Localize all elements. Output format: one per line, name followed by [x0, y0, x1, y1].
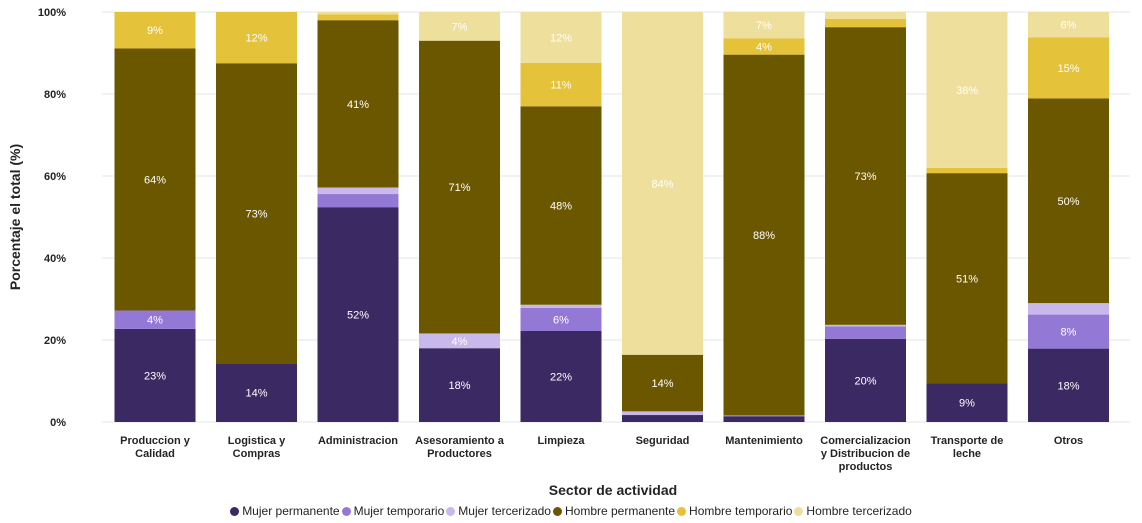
x-axis-title: Sector de actividad	[549, 482, 677, 498]
data-label: 71%	[448, 182, 470, 194]
legend-swatch-icon	[677, 507, 686, 516]
data-label: 48%	[550, 201, 572, 213]
bar-segment	[318, 12, 399, 14]
y-tick-label: 40%	[44, 253, 66, 265]
data-label: 9%	[959, 398, 975, 410]
legend: Mujer permanente Mujer temporario Mujer te…	[0, 504, 1142, 519]
legend-swatch-icon	[230, 507, 239, 516]
data-label: 51%	[956, 273, 978, 285]
bar-segment	[724, 415, 805, 416]
x-axis-ticks: Produccion y Calidad Logistica y Compras Adm…	[120, 435, 1083, 473]
data-label: 12%	[550, 32, 572, 44]
data-label: 52%	[347, 310, 369, 322]
y-tick-label: 100%	[38, 7, 66, 19]
legend-swatch-icon	[446, 507, 455, 516]
x-tick-label: Asesoramiento a Productores	[415, 435, 505, 460]
bar-segment	[318, 194, 399, 207]
x-tick-label: Transporte de leche	[931, 435, 1004, 460]
x-tick-label: Otros	[1054, 435, 1083, 447]
bar-segment	[825, 19, 906, 27]
legend-item[interactable]: Hombre temporario	[677, 504, 792, 518]
x-tick-label: Seguridad	[636, 435, 690, 447]
data-label: 4%	[147, 315, 163, 327]
y-tick-label: 0%	[50, 417, 66, 429]
x-tick-label: Administracion	[318, 435, 398, 447]
bar-segment	[1028, 303, 1109, 314]
data-label: 11%	[550, 80, 571, 92]
bar-segment	[622, 411, 703, 415]
bar-segment	[825, 325, 906, 327]
data-label: 73%	[854, 171, 876, 183]
data-label: 15%	[1057, 63, 1079, 75]
bar-segment	[724, 416, 805, 422]
bar-segment	[622, 415, 703, 422]
data-label: 88%	[753, 230, 775, 242]
legend-swatch-icon	[342, 507, 351, 516]
data-label: 6%	[553, 315, 569, 327]
legend-label: Mujer permanente	[242, 504, 339, 518]
bar-segment	[318, 187, 399, 194]
data-label: 23%	[144, 370, 166, 382]
y-tick-label: 20%	[44, 335, 66, 347]
x-tick-label: Mantenimiento	[725, 435, 803, 447]
legend-item[interactable]: Mujer temporario	[342, 504, 445, 518]
data-label: 9%	[147, 25, 163, 37]
legend-item[interactable]: Mujer tercerizado	[446, 504, 551, 518]
legend-item[interactable]: Hombre tercerizado	[794, 504, 911, 518]
data-label: 4%	[756, 41, 772, 53]
data-label: 38%	[956, 85, 978, 97]
legend-item[interactable]: Mujer permanente	[230, 504, 339, 518]
x-tick-label: Produccion y Calidad	[120, 435, 191, 460]
bar-segment	[825, 12, 906, 19]
legend-label: Mujer tercerizado	[458, 504, 551, 518]
data-label: 14%	[651, 378, 673, 390]
data-label: 8%	[1061, 327, 1077, 339]
data-label: 41%	[347, 99, 369, 111]
y-tick-label: 80%	[44, 89, 66, 101]
x-tick-label: Comercializacion y Distribucion de product…	[820, 435, 911, 473]
data-label: 84%	[651, 178, 673, 190]
bars: 23% 4% 64% 9% 14% 73% 12% 52% 41% 18% 4% 71% 7% 22% 6%…	[115, 12, 1110, 422]
legend-swatch-icon	[553, 507, 562, 516]
data-label: 7%	[452, 21, 468, 33]
data-label: 73%	[245, 208, 267, 220]
data-label: 20%	[854, 375, 876, 387]
data-label: 50%	[1057, 196, 1079, 208]
x-tick-label: Limpieza	[537, 435, 585, 447]
legend-label: Hombre tercerizado	[806, 504, 911, 518]
bar-segment	[521, 305, 602, 308]
legend-swatch-icon	[794, 507, 803, 516]
data-label: 64%	[144, 174, 166, 186]
data-label: 22%	[550, 371, 572, 383]
legend-item[interactable]: Hombre permanente	[553, 504, 675, 518]
data-label: 14%	[245, 388, 267, 400]
data-label: 7%	[756, 20, 772, 32]
bar-segment	[318, 14, 399, 20]
data-label: 12%	[245, 33, 267, 45]
y-axis-title: Porcentaje el total (%)	[7, 144, 23, 290]
data-label: 18%	[448, 380, 470, 392]
y-axis-ticks: 0% 20% 40% 60% 80% 100%	[38, 7, 66, 429]
bar-segment	[825, 326, 906, 338]
data-label: 18%	[1057, 380, 1079, 392]
legend-label: Mujer temporario	[354, 504, 445, 518]
data-label: 4%	[452, 336, 468, 348]
legend-label: Hombre permanente	[565, 504, 675, 518]
y-tick-label: 60%	[44, 171, 66, 183]
data-label: 6%	[1061, 20, 1077, 32]
legend-label: Hombre temporario	[689, 504, 792, 518]
bar-segment	[927, 168, 1008, 173]
x-tick-label: Logistica y Compras	[228, 435, 286, 460]
